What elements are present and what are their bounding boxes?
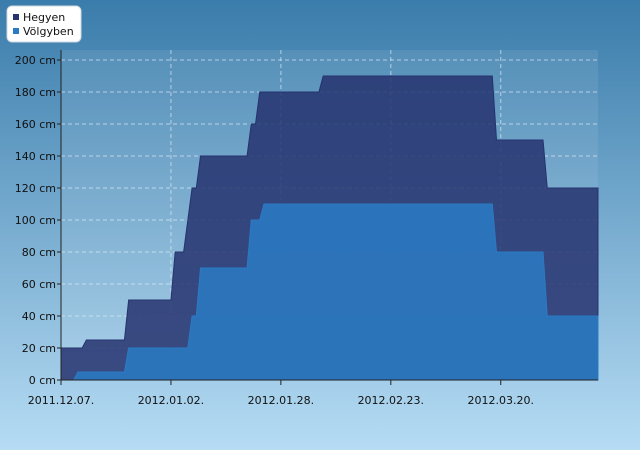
y-tick-label: 80 cm bbox=[22, 246, 56, 259]
x-tick-label: 2012.01.02. bbox=[138, 394, 204, 407]
legend-box bbox=[6, 5, 82, 43]
x-tick-label: 2012.01.28. bbox=[248, 394, 314, 407]
area bbox=[61, 203, 599, 381]
y-tick-label: 120 cm bbox=[15, 182, 56, 195]
legend-label: Hegyen bbox=[23, 11, 65, 24]
y-tick-label: 20 cm bbox=[22, 342, 56, 355]
y-tick-label: 140 cm bbox=[15, 150, 56, 163]
y-tick-label: 0 cm bbox=[29, 374, 56, 387]
y-tick-label: 180 cm bbox=[15, 86, 56, 99]
y-tick-label: 100 cm bbox=[15, 214, 56, 227]
y-tick-label: 40 cm bbox=[22, 310, 56, 323]
y-tick-label: 160 cm bbox=[15, 118, 56, 131]
legend-swatch bbox=[13, 14, 19, 20]
legend-label: Völgyben bbox=[23, 25, 74, 38]
legend-swatch bbox=[13, 28, 19, 34]
y-tick-label: 60 cm bbox=[22, 278, 56, 291]
x-tick-label: 2012.02.23. bbox=[358, 394, 424, 407]
x-tick-label: 2012.03.20. bbox=[468, 394, 534, 407]
x-tick-label: 2011.12.07. bbox=[28, 394, 94, 407]
y-tick-label: 200 cm bbox=[15, 54, 56, 67]
